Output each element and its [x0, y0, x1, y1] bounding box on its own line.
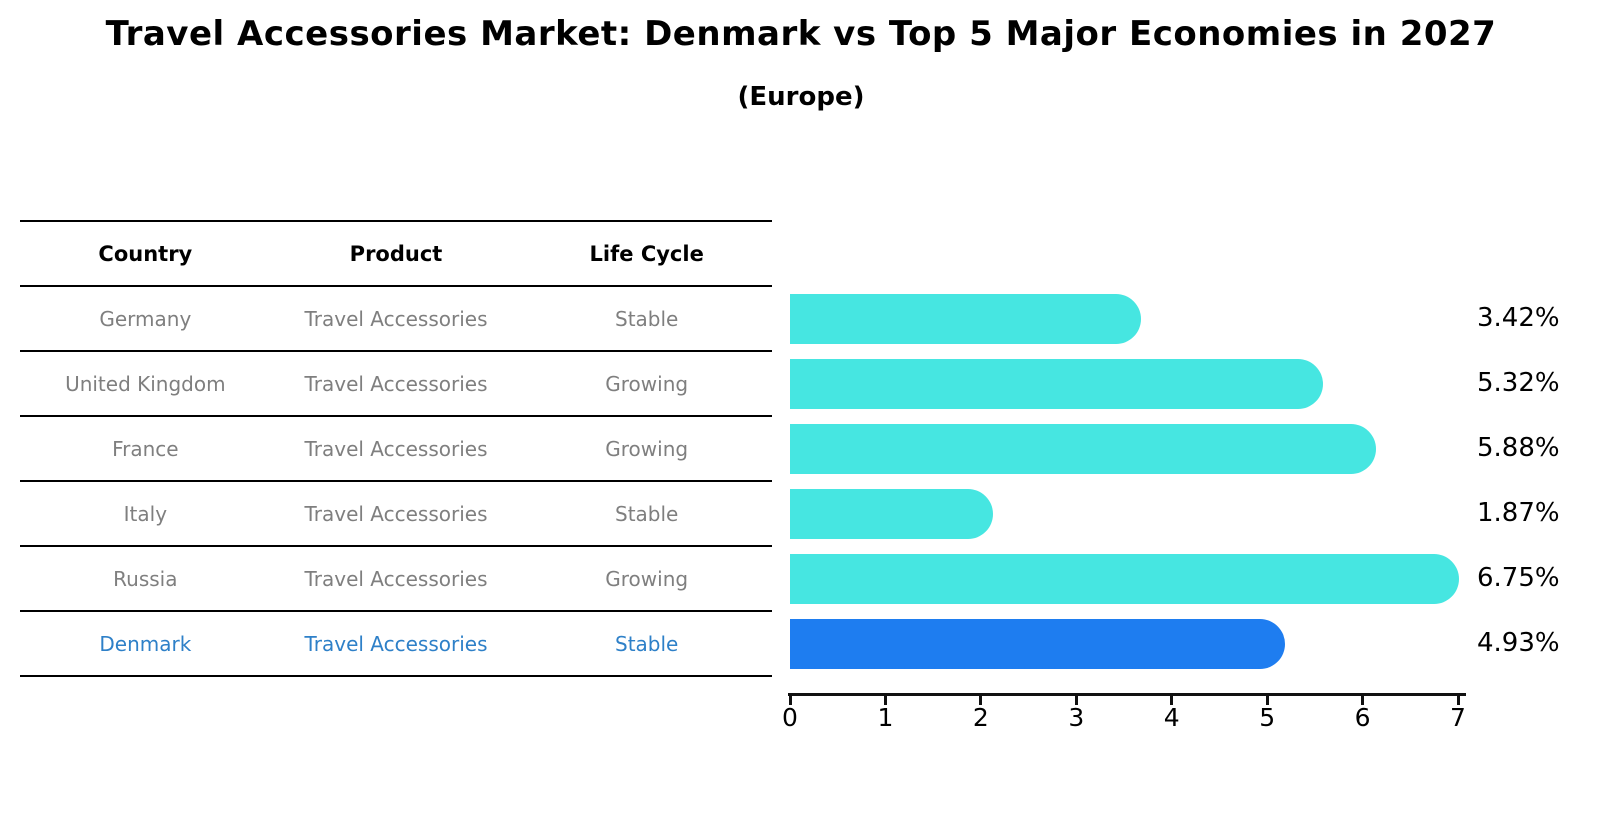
cell-country: Italy [123, 501, 168, 526]
x-axis-tick [1074, 696, 1078, 705]
comparison-table: Country Product Life Cycle Germany Travel… [20, 220, 772, 677]
x-axis-tick [979, 696, 983, 705]
value-label: 4.93% [1477, 628, 1560, 658]
cell-country: Denmark [99, 631, 192, 656]
cell-country: United Kingdom [65, 371, 226, 396]
x-axis-tick [1170, 696, 1174, 705]
x-axis-tick-label: 4 [1163, 703, 1180, 732]
value-label: 6.75% [1477, 563, 1560, 593]
bar-united-kingdom [790, 359, 1323, 409]
page-subtitle: (Europe) [737, 82, 865, 112]
cell-lifecycle: Stable [615, 501, 679, 526]
cell-country: France [112, 436, 179, 461]
x-axis-line [788, 693, 1466, 696]
x-axis-tick-label: 6 [1354, 703, 1371, 732]
table-row: Denmark Travel Accessories Stable [20, 612, 772, 677]
cell-lifecycle: Growing [605, 371, 689, 396]
cell-lifecycle: Stable [615, 631, 679, 656]
cell-product: Travel Accessories [304, 306, 488, 331]
cell-product: Travel Accessories [304, 371, 488, 396]
page-title: Travel Accessories Market: Denmark vs To… [105, 14, 1497, 54]
table-row: France Travel Accessories Growing [20, 417, 772, 482]
cell-product: Travel Accessories [304, 436, 488, 461]
header-cell-lifecycle: Life Cycle [589, 241, 704, 266]
bar-russia [790, 554, 1459, 604]
table-header-row: Country Product Life Cycle [20, 220, 772, 287]
x-axis-tick-label: 5 [1259, 703, 1276, 732]
bar-denmark [790, 619, 1285, 669]
x-axis-tick-label: 2 [972, 703, 989, 732]
value-label: 3.42% [1477, 303, 1560, 333]
cell-lifecycle: Growing [605, 436, 689, 461]
bar-germany [790, 294, 1141, 344]
x-axis-tick [883, 696, 887, 705]
table-row: Germany Travel Accessories Stable [20, 287, 772, 352]
table-row: Russia Travel Accessories Growing [20, 547, 772, 612]
cell-country: Germany [99, 306, 192, 331]
header-cell-country: Country [98, 241, 193, 266]
value-label: 1.87% [1477, 498, 1560, 528]
value-label: 5.32% [1477, 368, 1560, 398]
header-cell-product: Product [349, 241, 443, 266]
bar-france [790, 424, 1376, 474]
x-axis-tick [1361, 696, 1365, 705]
x-axis-tick-label: 7 [1450, 703, 1466, 732]
cell-lifecycle: Stable [615, 306, 679, 331]
cell-country: Russia [113, 566, 178, 591]
bar-italy [790, 489, 993, 539]
x-axis-tick [788, 696, 792, 705]
x-axis-tick [1456, 696, 1460, 705]
value-label: 5.88% [1477, 433, 1560, 463]
cell-lifecycle: Growing [605, 566, 689, 591]
cell-product: Travel Accessories [304, 501, 488, 526]
x-axis-tick-label: 0 [782, 703, 798, 732]
x-axis-tick-label: 1 [877, 703, 894, 732]
table-row: United Kingdom Travel Accessories Growing [20, 352, 772, 417]
cell-product: Travel Accessories [304, 631, 488, 656]
table-row: Italy Travel Accessories Stable [20, 482, 772, 547]
x-axis-tick [1265, 696, 1269, 705]
table-body: Germany Travel Accessories Stable United Ki… [20, 287, 772, 677]
cell-product: Travel Accessories [304, 566, 488, 591]
x-axis-tick-label: 3 [1068, 703, 1085, 732]
